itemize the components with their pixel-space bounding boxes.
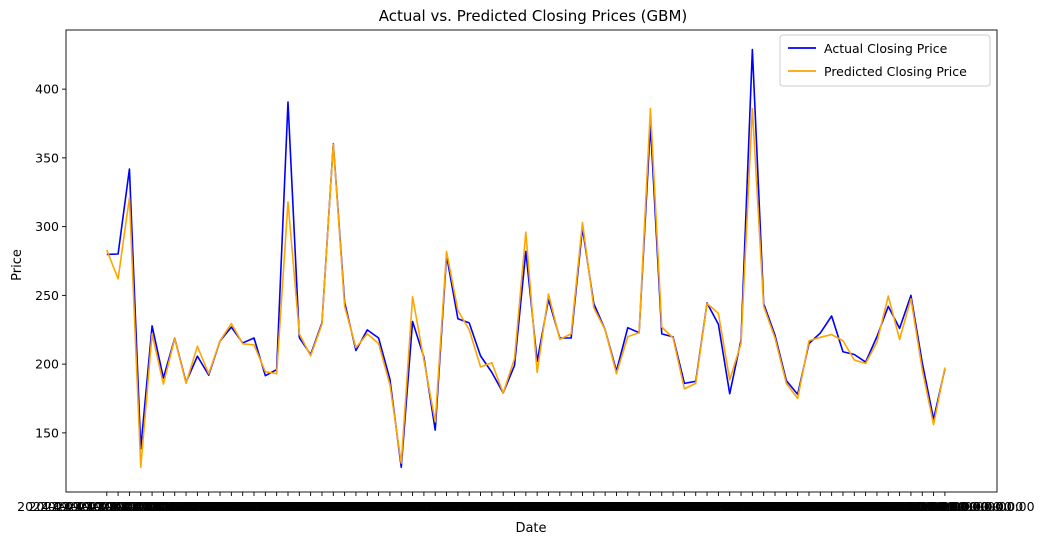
- x-tick-label: 2024-09-30 00:00:00+00:00: [210, 499, 389, 514]
- x-tick-label: 2024-09-30 00:00:00+00:00: [629, 499, 808, 514]
- x-tick-label: 2024-09-30 00:00:00+00:00: [674, 499, 853, 514]
- x-tick-label: 2024-09-30 00:00:00+00:00: [142, 499, 321, 514]
- x-tick-label: 2024-09-30 00:00:00+00:00: [572, 499, 751, 514]
- x-tick-label: 2024-09-30 00:00:00+00:00: [391, 499, 570, 514]
- x-tick-label: 2024-09-30 00:00:00+00:00: [334, 499, 513, 514]
- y-axis-label: Price: [10, 249, 25, 281]
- series-line-1: [106, 107, 946, 469]
- x-tick-label: 2024-09-30 00:00:00+00:00: [697, 499, 876, 514]
- legend: Actual Closing Price Predicted Closing P…: [779, 34, 991, 87]
- x-axis-label: Date: [515, 521, 546, 536]
- x-tick-label: 2024-09-30 00:00:00+00:00: [198, 499, 377, 514]
- y-tick-label: 350: [35, 150, 59, 165]
- x-tick-label: 2024-09-30 00:00:00+00:00: [17, 499, 196, 514]
- x-tick-label: 2024-09-30 00:00:00+00:00: [96, 499, 275, 514]
- x-tick-label: 2024-09-30 00:00:00+00:00: [583, 499, 762, 514]
- x-tick-label: 2024-09-30 00:00:00+00:00: [538, 499, 717, 514]
- x-tick-label: 2024-09-30 00:00:00+00:00: [844, 499, 1023, 514]
- x-tick-label: 2024-09-30 00:00:00+00:00: [833, 499, 1012, 514]
- x-tick-label: 2024-09-30 00:00:00+00:00: [74, 499, 253, 514]
- x-tick-label: 2024-09-30 00:00:00+00:00: [278, 499, 457, 514]
- y-tick-label: 300: [35, 219, 59, 234]
- x-tick-label: 2024-09-30 00:00:00+00:00: [380, 499, 559, 514]
- x-tick-label: 2024-09-30 00:00:00+00:00: [731, 499, 910, 514]
- series-line-0: [106, 48, 946, 469]
- x-tick-label: 2024-09-30 00:00:00+00:00: [719, 499, 898, 514]
- x-tick-label: 2024-09-30 00:00:00+00:00: [617, 499, 796, 514]
- x-tick-label: 2024-09-30 00:00:00+00:00: [402, 499, 581, 514]
- x-tick-label: 2024-09-30 00:00:00+00:00: [357, 499, 536, 514]
- x-tick-label: 2024-09-30 00:00:00+00:00: [130, 499, 309, 514]
- y-tick-label: 200: [35, 357, 59, 372]
- x-tick-label: 2024-09-30 00:00:00+00:00: [470, 499, 649, 514]
- x-tick-label: 2024-09-30 00:00:00+00:00: [119, 499, 298, 514]
- x-tick-label: 2024-09-30 00:00:00+00:00: [640, 499, 819, 514]
- x-tick-label: 2024-09-30 00:00:00+00:00: [323, 499, 502, 514]
- x-tick-label: 2024-09-30 00:00:00+00:00: [51, 499, 230, 514]
- y-tick-label: 250: [35, 288, 59, 303]
- x-tick-label: 2024-09-30 00:00:00+00:00: [765, 499, 944, 514]
- x-tick-label: 2024-09-30 00:00:00+00:00: [244, 499, 423, 514]
- y-tick-label: 150: [35, 425, 59, 440]
- x-tick-label: 2024-09-30 00:00:00+00:00: [187, 499, 366, 514]
- x-tick-label: 2024-09-30 00:00:00+00:00: [561, 499, 740, 514]
- x-tick-label: 2024-09-30 00:00:00+00:00: [742, 499, 921, 514]
- x-tick-label: 2024-09-30 00:00:00+00:00: [493, 499, 672, 514]
- x-tick-label: 2024-09-30 00:00:00+00:00: [266, 499, 445, 514]
- x-tick-label: 2024-09-30 00:00:00+00:00: [40, 499, 219, 514]
- x-tick-label: 2024-09-30 00:00:00+00:00: [176, 499, 355, 514]
- x-tick-label: 2024-09-30 00:00:00+00:00: [108, 499, 287, 514]
- x-tick-label: 2024-09-30 00:00:00+00:00: [62, 499, 241, 514]
- x-tick-label: 2024-09-30 00:00:00+00:00: [606, 499, 785, 514]
- x-tick-label: 2024-09-30 00:00:00+00:00: [504, 499, 683, 514]
- x-tick-label: 2024-09-30 00:00:00+00:00: [685, 499, 864, 514]
- x-tick-label: 2024-09-30 00:00:00+00:00: [821, 499, 1000, 514]
- x-tick-label: 2024-09-30 00:00:00+00:00: [527, 499, 706, 514]
- x-tick-label: 2024-09-30 00:00:00+00:00: [651, 499, 830, 514]
- x-tick-label: 2024-09-30 00:00:00+00:00: [855, 499, 1034, 514]
- x-tick-label: 2024-09-30 00:00:00+00:00: [776, 499, 955, 514]
- legend-label-actual: Actual Closing Price: [824, 41, 948, 56]
- chart-title: Actual vs. Predicted Closing Prices (GBM…: [379, 7, 688, 25]
- x-tick-label: 2024-09-30 00:00:00+00:00: [368, 499, 547, 514]
- x-tick-label: 2024-09-30 00:00:00+00:00: [448, 499, 627, 514]
- legend-label-predicted: Predicted Closing Price: [824, 64, 967, 79]
- x-tick-label: 2024-09-30 00:00:00+00:00: [459, 499, 638, 514]
- x-tick-label: 2024-09-30 00:00:00+00:00: [255, 499, 434, 514]
- x-tick-label: 2024-09-30 00:00:00+00:00: [414, 499, 593, 514]
- x-tick-label: 2024-09-30 00:00:00+00:00: [708, 499, 887, 514]
- x-tick-label: 2024-09-30 00:00:00+00:00: [232, 499, 411, 514]
- y-tick-label: 400: [35, 82, 59, 97]
- x-tick-label: 2024-09-30 00:00:00+00:00: [482, 499, 661, 514]
- x-tick-label: 2024-09-30 00:00:00+00:00: [289, 499, 468, 514]
- y-axis: 150 200 250 300 350 400: [35, 82, 66, 440]
- x-tick-label: 2024-09-30 00:00:00+00:00: [436, 499, 615, 514]
- x-tick-label: 2024-09-30 00:00:00+00:00: [221, 499, 400, 514]
- x-tick-label: 2024-09-30 00:00:00+00:00: [787, 499, 966, 514]
- axes-frame: [65, 29, 998, 493]
- x-tick-label: 2024-09-30 00:00:00+00:00: [28, 499, 207, 514]
- x-tick-label: 2024-09-30 00:00:00+00:00: [663, 499, 842, 514]
- x-tick-label: 2024-09-30 00:00:00+00:00: [810, 499, 989, 514]
- x-tick-label: 2024-09-30 00:00:00+00:00: [595, 499, 774, 514]
- x-tick-label: 2024-09-30 00:00:00+00:00: [425, 499, 604, 514]
- x-tick-label: 2024-09-30 00:00:00+00:00: [164, 499, 343, 514]
- x-tick-label: 2024-09-30 00:00:00+00:00: [312, 499, 491, 514]
- x-tick-label: 2024-09-30 00:00:00+00:00: [799, 499, 978, 514]
- x-tick-label: 2024-09-30 00:00:00+00:00: [549, 499, 728, 514]
- x-tick-label: 2024-09-30 00:00:00+00:00: [753, 499, 932, 514]
- legend-frame: [779, 34, 991, 87]
- x-tick-label: 2024-09-30 00:00:00+00:00: [153, 499, 332, 514]
- x-tick-label: 2024-09-30 00:00:00+00:00: [85, 499, 264, 514]
- x-tick-label: 2024-09-30 00:00:00+00:00: [346, 499, 525, 514]
- x-tick-label: 2024-09-30 00:00:00+00:00: [300, 499, 479, 514]
- plot-area: [65, 29, 998, 493]
- x-tick-label: 2024-09-30 00:00:00+00:00: [515, 499, 694, 514]
